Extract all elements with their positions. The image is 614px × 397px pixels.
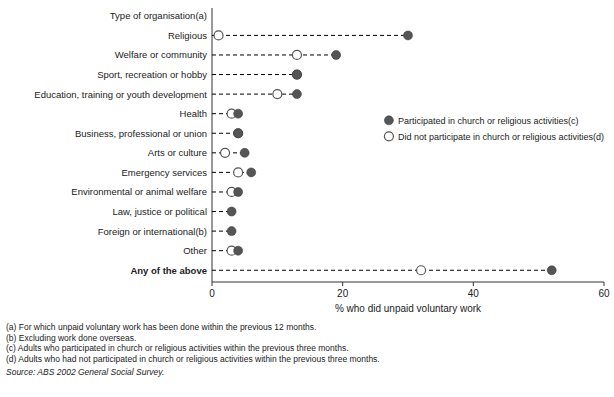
- x-tick-label: 0: [209, 288, 215, 299]
- dot: [221, 148, 230, 157]
- dot: [292, 50, 301, 59]
- dot: [234, 129, 243, 138]
- y-tick-label: Religious: [168, 30, 207, 41]
- dot: [332, 50, 341, 59]
- y-tick-label: Type of organisation(a): [110, 10, 207, 21]
- y-tick-label: Environmental or animal welfare: [71, 186, 207, 197]
- dot: [292, 70, 301, 79]
- y-tick-label: Law, justice or political: [112, 206, 207, 217]
- dot: [227, 207, 236, 216]
- dot: [247, 168, 256, 177]
- x-axis-label: % who did unpaid voluntary work: [335, 303, 482, 314]
- y-tick-label: Education, training or youth development: [34, 89, 207, 100]
- guide-line: [212, 270, 552, 271]
- y-tick-label: Any of the above: [130, 265, 207, 276]
- legend-marker: [384, 132, 393, 141]
- guide-line: [212, 54, 336, 55]
- x-tick-label: 60: [598, 288, 610, 299]
- dot: [404, 31, 413, 40]
- dot: [273, 90, 282, 99]
- footnote: (a) For which unpaid voluntary work has …: [6, 322, 316, 332]
- dot: [547, 266, 556, 275]
- footnote: (d) Adults who had not participated in c…: [6, 354, 380, 364]
- legend-label: Did not participate in church or religio…: [398, 132, 604, 142]
- x-tick: [342, 282, 343, 286]
- y-tick-label: Foreign or international(b): [98, 226, 207, 237]
- legend: Participated in church or religious acti…: [384, 116, 604, 142]
- guide-line: [212, 172, 251, 173]
- y-tick-label: Welfare or community: [115, 49, 207, 60]
- x-tick-label: 20: [337, 288, 349, 299]
- y-tick-label: Arts or culture: [148, 147, 207, 158]
- guide-line: [212, 94, 297, 95]
- y-tick-label: Business, professional or union: [75, 128, 207, 139]
- dot: [234, 187, 243, 196]
- y-tick-label: Health: [180, 108, 207, 119]
- dot: [417, 266, 426, 275]
- legend-marker: [384, 116, 393, 125]
- x-axis-line: [212, 282, 604, 283]
- y-axis-line: [212, 8, 213, 282]
- y-tick-label: Sport, recreation or hobby: [97, 69, 207, 80]
- dot: [240, 148, 249, 157]
- footnote: (c) Adults who participated in church or…: [6, 343, 349, 353]
- dot: [292, 90, 301, 99]
- x-tick: [604, 282, 605, 286]
- dot: [234, 109, 243, 118]
- dot: [227, 227, 236, 236]
- x-tick: [473, 282, 474, 286]
- dot: [214, 31, 223, 40]
- dot: [234, 168, 243, 177]
- footnote: (b) Excluding work done overseas.: [6, 333, 136, 343]
- legend-label: Participated in church or religious acti…: [398, 116, 579, 126]
- dot: [234, 246, 243, 255]
- plot-area: [212, 31, 556, 275]
- guide-line: [212, 74, 297, 75]
- x-tick: [212, 282, 213, 286]
- y-tick-label: Other: [183, 245, 207, 256]
- dot: [234, 129, 243, 138]
- dot: [292, 70, 301, 79]
- guide-line: [212, 35, 408, 36]
- chart: 0 20 40 60 % who did unpaid voluntary work Ty…: [0, 0, 614, 397]
- source: Source: ABS 2002 General Social Survey.: [6, 367, 164, 377]
- y-tick-label: Emergency services: [121, 167, 207, 178]
- x-tick-label: 40: [468, 288, 480, 299]
